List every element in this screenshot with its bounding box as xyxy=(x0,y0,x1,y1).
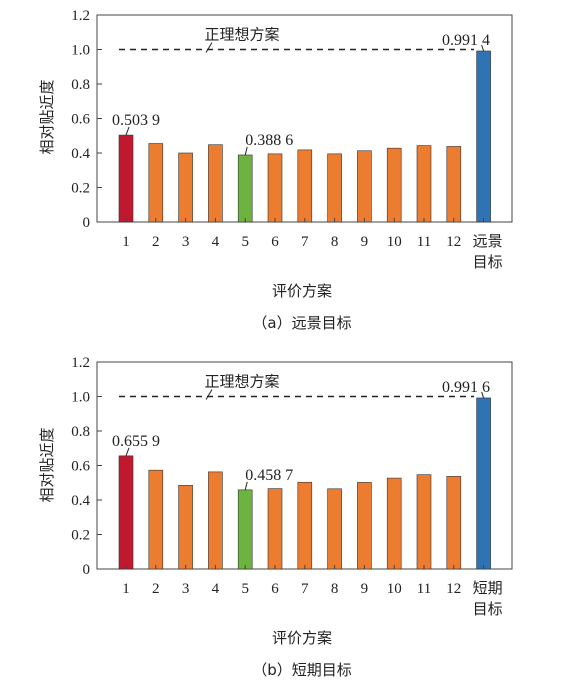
bar xyxy=(208,144,223,223)
bar xyxy=(178,485,193,570)
y-tick-label: 0.6 xyxy=(71,112,90,128)
chart-panel-b: 相对贴近度 评价方案 （b）短期目标 00.20.40.60.81.01.21 2… xyxy=(38,355,513,679)
data-label: 0.388 6 xyxy=(245,132,293,149)
y-tick-label: 1.0 xyxy=(71,390,90,406)
y-tick-label: 1.2 xyxy=(71,8,90,24)
reference-line-label: 正理想方案 xyxy=(204,373,279,391)
bar xyxy=(416,145,432,223)
y-tick-label: 0.8 xyxy=(71,424,90,440)
x-tick-label: 11 xyxy=(417,581,431,597)
bar xyxy=(148,143,164,223)
chart-panel-a: 相对贴近度 评价方案 （a）远景目标 00.20.40.60.81.01.21 2… xyxy=(38,8,513,332)
y-tick-label: 0.2 xyxy=(71,528,90,544)
x-tick-label: 9 xyxy=(361,581,369,597)
x-tick-label: 6 xyxy=(271,581,279,597)
data-label-leader xyxy=(481,44,485,52)
x-tick-label: 5 xyxy=(241,581,249,597)
data-label: 0.655 9 xyxy=(112,433,160,450)
bar xyxy=(357,150,372,223)
bar xyxy=(297,481,313,570)
x-tick-label: 3 xyxy=(182,581,190,597)
x-tick-label: 7 xyxy=(301,581,309,597)
bar xyxy=(297,149,313,223)
y-tick-label: 1.2 xyxy=(71,355,90,371)
bar xyxy=(327,153,342,223)
data-label-leader xyxy=(244,146,248,156)
reference-leader xyxy=(205,42,213,53)
x-tick-label: 6 xyxy=(271,234,279,250)
bar xyxy=(118,134,134,223)
panel-caption: （b）短期目标 xyxy=(252,661,352,679)
bar xyxy=(267,488,283,570)
x-tick-label: 3 xyxy=(182,234,190,250)
data-label: 0.991 4 xyxy=(442,32,490,49)
data-label: 0.991 6 xyxy=(442,379,490,396)
bar xyxy=(267,153,283,223)
x-tick-label: 12 xyxy=(446,581,461,597)
x-tick-label: 短期目标 xyxy=(473,579,503,618)
y-tick-label: 0.4 xyxy=(71,493,90,509)
x-tick-label: 10 xyxy=(387,581,402,597)
y-tick-label: 0.8 xyxy=(71,77,90,93)
data-label-leader xyxy=(244,481,248,490)
panel-caption: （a）远景目标 xyxy=(252,314,351,332)
bar xyxy=(446,146,462,223)
bar xyxy=(118,455,134,570)
x-tick-label: 4 xyxy=(212,234,220,250)
x-tick-label: 远景目标 xyxy=(473,232,503,271)
y-tick-label: 0.6 xyxy=(71,459,90,475)
data-label-leader xyxy=(481,391,485,399)
x-axis-label: 评价方案 xyxy=(272,629,332,647)
bar xyxy=(327,488,342,570)
x-tick-label: 8 xyxy=(331,234,339,250)
bar xyxy=(178,152,193,223)
data-label: 0.458 7 xyxy=(245,467,293,484)
bar xyxy=(237,154,253,223)
bar xyxy=(208,471,223,570)
x-tick-label: 11 xyxy=(417,234,431,250)
y-axis-label: 相对贴近度 xyxy=(38,79,56,154)
bar xyxy=(476,50,491,223)
bar xyxy=(386,147,402,223)
x-tick-label: 4 xyxy=(212,581,220,597)
bar xyxy=(386,477,402,570)
x-tick-label: 8 xyxy=(331,581,339,597)
reference-line-label: 正理想方案 xyxy=(204,26,279,44)
bar xyxy=(357,482,372,570)
bar xyxy=(416,474,432,570)
data-label-leader xyxy=(125,126,130,136)
y-tick-label: 0.4 xyxy=(71,146,90,162)
x-tick-label: 2 xyxy=(152,581,160,597)
y-tick-label: 1.0 xyxy=(71,43,90,59)
data-label-leader xyxy=(125,447,130,457)
x-tick-label: 5 xyxy=(241,234,249,250)
x-tick-label: 1 xyxy=(122,234,130,250)
bar xyxy=(446,476,462,570)
bar xyxy=(148,469,164,570)
y-tick-label: 0 xyxy=(83,562,91,578)
bar xyxy=(476,397,491,570)
x-tick-label: 9 xyxy=(361,234,369,250)
y-tick-label: 0.2 xyxy=(71,181,90,197)
y-axis-label: 相对贴近度 xyxy=(38,427,56,502)
x-tick-label: 1 xyxy=(122,581,130,597)
x-tick-label: 12 xyxy=(446,234,461,250)
x-tick-label: 7 xyxy=(301,234,309,250)
bar xyxy=(237,489,253,570)
data-label: 0.503 9 xyxy=(112,112,160,129)
x-tick-label: 2 xyxy=(152,234,160,250)
y-tick-label: 0 xyxy=(83,215,91,231)
x-axis-label: 评价方案 xyxy=(272,282,332,300)
x-tick-label: 10 xyxy=(387,234,402,250)
reference-leader xyxy=(205,389,213,400)
